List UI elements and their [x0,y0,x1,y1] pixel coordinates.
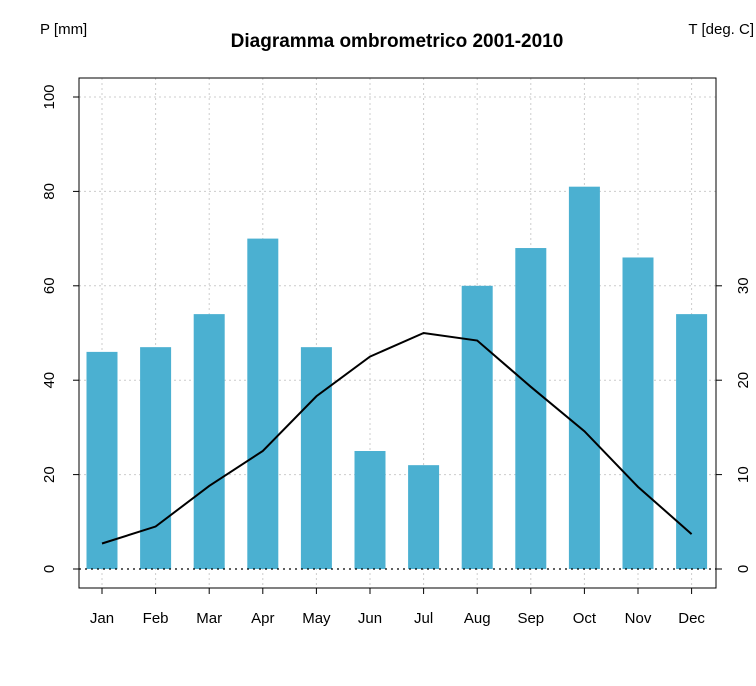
x-tick-label-dec: Dec [678,610,705,627]
x-tick-label-jan: Jan [90,610,114,627]
left-tick-label: 60 [41,277,58,294]
x-tick-label-sep: Sep [517,610,544,627]
x-tick-label-oct: Oct [573,610,597,627]
right-tick-label: 30 [735,277,752,294]
left-tick-label: 40 [41,372,58,389]
right-axis: 0 10 20 30 [715,277,752,573]
precipitation-bar-jun [354,451,386,569]
x-axis: Jan Feb Mar Apr May Jun Jul Aug Sep Oct Nov Dec [90,587,705,627]
right-tick-label: 0 [735,565,752,573]
precipitation-bar-jan [86,351,118,569]
x-tick-label-mar: Mar [196,610,222,627]
left-tick-label: 20 [41,466,58,483]
x-tick-label-aug: Aug [464,610,491,627]
left-axis-label: P [mm] [40,21,87,38]
precipitation-bar-dec [676,314,708,569]
precipitation-bar-may [300,347,332,569]
precipitation-bar-feb [140,347,172,569]
precipitation-bar-nov [622,257,654,569]
x-tick-label-nov: Nov [625,610,652,627]
x-tick-label-may: May [302,610,331,627]
left-tick-label: 100 [41,84,58,109]
temperature-line [101,331,693,545]
precipitation-bar-apr [247,238,279,569]
x-tick-label-jun: Jun [358,610,382,627]
x-tick-label-jul: Jul [414,610,433,627]
precipitation-bar-aug [461,285,493,569]
x-tick-label-feb: Feb [143,610,169,627]
right-tick-label: 20 [735,372,752,389]
right-axis-label: T [deg. C] [688,21,754,38]
chart-title: Diagramma ombrometrico 2001-2010 [231,31,564,52]
left-tick-label: 0 [41,565,58,573]
left-axis: 0 20 40 60 80 100 [41,84,80,573]
precipitation-bar-sep [515,248,547,570]
precipitation-bar-oct [568,186,600,569]
precipitation-bar-jul [408,465,440,569]
x-tick-label-apr: Apr [251,610,274,627]
left-tick-label: 80 [41,183,58,200]
precipitation-bar-mar [193,314,225,569]
right-tick-label: 10 [735,466,752,483]
precipitation-bars [86,186,708,570]
